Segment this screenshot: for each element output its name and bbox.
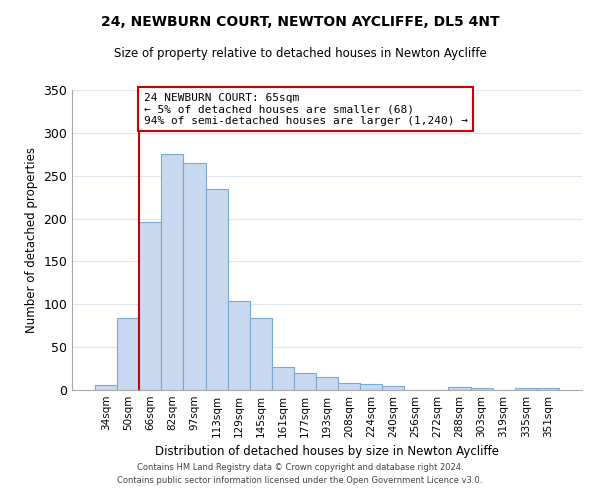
- Bar: [227, 301, 250, 390]
- Bar: [95, 385, 117, 390]
- Text: 24, NEWBURN COURT, NEWTON AYCLIFFE, DL5 4NT: 24, NEWBURN COURT, NEWTON AYCLIFFE, DL5 …: [101, 15, 499, 29]
- Bar: [272, 367, 294, 390]
- Text: Size of property relative to detached houses in Newton Aycliffe: Size of property relative to detached ho…: [113, 48, 487, 60]
- Bar: [184, 163, 206, 390]
- Bar: [515, 388, 537, 390]
- Bar: [382, 386, 404, 390]
- Bar: [117, 318, 139, 390]
- Bar: [537, 388, 559, 390]
- Bar: [360, 384, 382, 390]
- Y-axis label: Number of detached properties: Number of detached properties: [25, 147, 38, 333]
- Bar: [338, 383, 360, 390]
- Bar: [206, 188, 227, 390]
- Bar: [448, 388, 470, 390]
- Text: 24 NEWBURN COURT: 65sqm
← 5% of detached houses are smaller (68)
94% of semi-det: 24 NEWBURN COURT: 65sqm ← 5% of detached…: [144, 92, 468, 126]
- Bar: [161, 154, 184, 390]
- Text: Contains HM Land Registry data © Crown copyright and database right 2024.
Contai: Contains HM Land Registry data © Crown c…: [118, 463, 482, 485]
- Bar: [470, 388, 493, 390]
- X-axis label: Distribution of detached houses by size in Newton Aycliffe: Distribution of detached houses by size …: [155, 446, 499, 458]
- Bar: [250, 318, 272, 390]
- Bar: [139, 222, 161, 390]
- Bar: [294, 373, 316, 390]
- Bar: [316, 377, 338, 390]
